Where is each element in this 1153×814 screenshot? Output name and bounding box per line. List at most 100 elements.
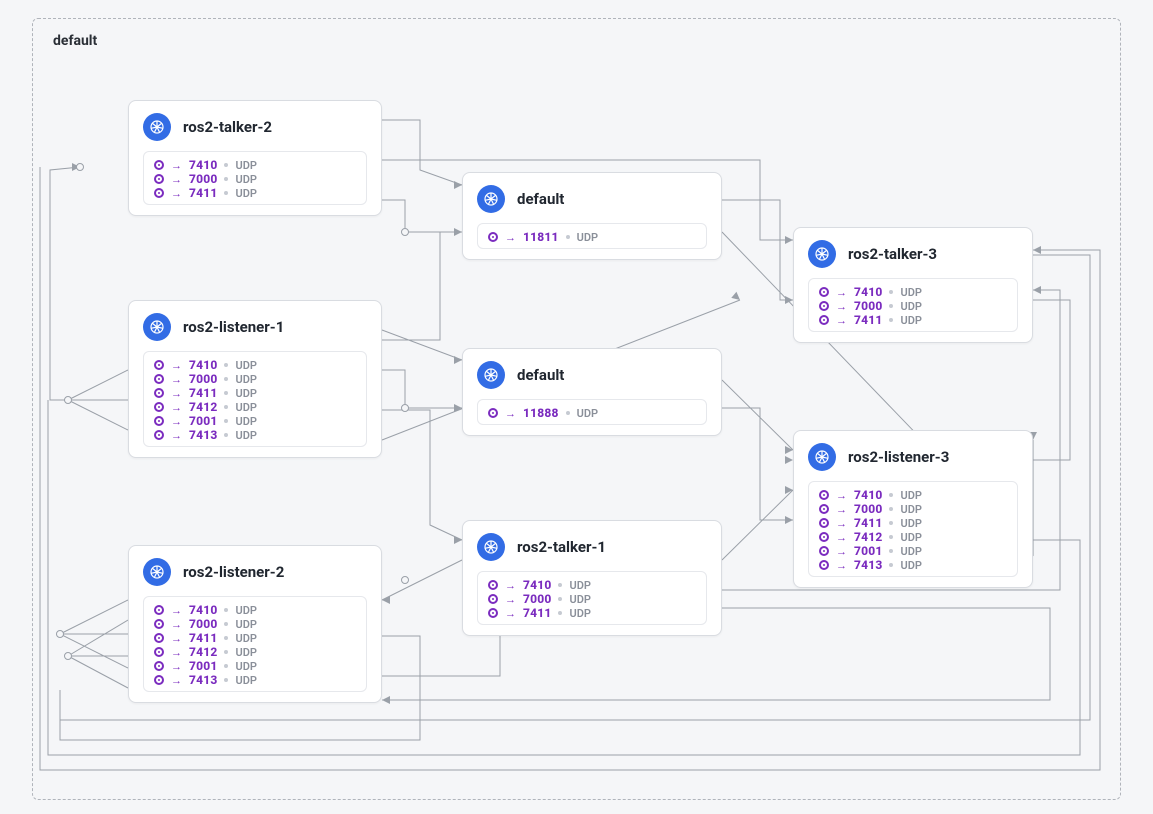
port-icon xyxy=(819,546,829,556)
port-row[interactable]: →7413UDP xyxy=(154,673,356,687)
port-icon xyxy=(154,605,164,615)
port-row[interactable]: →7000UDP xyxy=(819,502,1007,516)
node-ros2-talker-3[interactable]: ros2-talker-3→7410UDP→7000UDP→7411UDP xyxy=(793,227,1033,343)
port-arrow-icon: → xyxy=(836,504,847,515)
node-default-2[interactable]: default →11888UDP xyxy=(462,348,722,436)
port-row[interactable]: →7001UDP xyxy=(154,414,356,428)
port-arrow-icon: → xyxy=(171,605,182,616)
port-number: 7000 xyxy=(189,373,217,385)
port-row[interactable]: →7000UDP xyxy=(154,617,356,631)
node-ros2-listener-3[interactable]: ros2-listener-3→7410UDP→7000UDP→7411UDP→… xyxy=(793,430,1033,588)
port-arrow-icon: → xyxy=(171,374,182,385)
node-header: ros2-talker-2 xyxy=(143,113,367,141)
port-icon xyxy=(488,408,498,418)
port-row[interactable]: →7410UDP xyxy=(154,158,356,172)
port-icon xyxy=(819,315,829,325)
port-icon xyxy=(154,633,164,643)
port-protocol: UDP xyxy=(900,504,921,515)
port-separator xyxy=(889,563,893,567)
port-protocol: UDP xyxy=(235,188,256,199)
port-row[interactable]: →11888UDP xyxy=(488,406,696,420)
node-title: ros2-talker-1 xyxy=(517,538,606,556)
port-row[interactable]: →7410UDP xyxy=(488,578,696,592)
port-list: →7410UDP→7000UDP→7411UDP xyxy=(477,571,707,625)
port-arrow-icon: → xyxy=(505,580,516,591)
port-row[interactable]: →7411UDP xyxy=(154,386,356,400)
port-arrow-icon: → xyxy=(505,594,516,605)
port-protocol: UDP xyxy=(235,416,256,427)
port-number: 7411 xyxy=(189,187,217,199)
node-header: default xyxy=(477,361,707,389)
port-icon xyxy=(154,160,164,170)
port-protocol: UDP xyxy=(235,647,256,658)
node-ros2-listener-2[interactable]: ros2-listener-2→7410UDP→7000UDP→7411UDP→… xyxy=(128,545,382,703)
port-icon xyxy=(154,619,164,629)
port-separator xyxy=(566,235,570,239)
port-icon xyxy=(819,532,829,542)
port-row[interactable]: →7411UDP xyxy=(819,313,1007,327)
port-row[interactable]: →7413UDP xyxy=(154,428,356,442)
port-row[interactable]: →7412UDP xyxy=(154,400,356,414)
port-separator xyxy=(224,391,228,395)
port-row[interactable]: →7411UDP xyxy=(819,516,1007,530)
port-row[interactable]: →7412UDP xyxy=(154,645,356,659)
port-icon xyxy=(488,232,498,242)
port-separator xyxy=(224,433,228,437)
port-separator xyxy=(889,290,893,294)
port-row[interactable]: →7001UDP xyxy=(819,544,1007,558)
port-separator xyxy=(889,549,893,553)
kubernetes-icon xyxy=(477,185,505,213)
port-protocol: UDP xyxy=(900,546,921,557)
port-separator xyxy=(224,636,228,640)
hub xyxy=(64,396,72,404)
port-arrow-icon: → xyxy=(505,608,516,619)
port-protocol: UDP xyxy=(235,661,256,672)
port-separator xyxy=(224,622,228,626)
port-arrow-icon: → xyxy=(836,532,847,543)
port-number: 7410 xyxy=(189,359,217,371)
node-header: ros2-talker-1 xyxy=(477,533,707,561)
port-number: 7411 xyxy=(854,517,882,529)
port-row[interactable]: →7413UDP xyxy=(819,558,1007,572)
port-number: 7412 xyxy=(854,531,882,543)
port-icon xyxy=(154,647,164,657)
port-list: →7410UDP→7000UDP→7411UDP→7412UDP→7001UDP… xyxy=(143,596,367,692)
port-row[interactable]: →11811UDP xyxy=(488,230,696,244)
port-row[interactable]: →7410UDP xyxy=(819,488,1007,502)
node-default-1[interactable]: default →11811UDP xyxy=(462,172,722,260)
port-row[interactable]: →7001UDP xyxy=(154,659,356,673)
port-number: 7000 xyxy=(189,618,217,630)
port-row[interactable]: →7000UDP xyxy=(154,172,356,186)
port-row[interactable]: →7000UDP xyxy=(154,372,356,386)
port-list: →11811UDP xyxy=(477,223,707,249)
port-protocol: UDP xyxy=(900,532,921,543)
port-protocol: UDP xyxy=(900,287,921,298)
port-row[interactable]: →7410UDP xyxy=(154,358,356,372)
hub xyxy=(64,652,72,660)
port-icon xyxy=(154,374,164,384)
node-ros2-listener-1[interactable]: ros2-listener-1→7410UDP→7000UDP→7411UDP→… xyxy=(128,300,382,458)
port-row[interactable]: →7411UDP xyxy=(488,606,696,620)
port-row[interactable]: → 7411 UDP xyxy=(154,186,356,200)
port-row[interactable]: →7000UDP xyxy=(488,592,696,606)
port-arrow-icon: → xyxy=(836,287,847,298)
port-row[interactable]: →7410UDP xyxy=(819,285,1007,299)
port-number: 7001 xyxy=(189,415,217,427)
port-row[interactable]: →7410UDP xyxy=(154,603,356,617)
port-row[interactable]: → 7412 UDP xyxy=(819,530,1007,544)
port-arrow-icon: → xyxy=(171,388,182,399)
port-arrow-icon: → xyxy=(171,647,182,658)
port-arrow-icon: → xyxy=(836,301,847,312)
kubernetes-icon xyxy=(808,240,836,268)
port-arrow-icon: → xyxy=(171,633,182,644)
hub xyxy=(401,228,409,236)
node-ros2-talker-2[interactable]: ros2-talker-2 →7410UDP→7000UDP → 7411 UDP xyxy=(128,100,382,216)
node-title: default xyxy=(517,190,564,208)
port-number: 7000 xyxy=(523,593,551,605)
hub xyxy=(401,404,409,412)
port-row[interactable]: →7000UDP xyxy=(819,299,1007,313)
port-row[interactable]: →7411UDP xyxy=(154,631,356,645)
port-separator xyxy=(889,535,893,539)
node-ros2-talker-1[interactable]: ros2-talker-1→7410UDP→7000UDP→7411UDP xyxy=(462,520,722,636)
port-arrow-icon: → xyxy=(171,188,182,199)
